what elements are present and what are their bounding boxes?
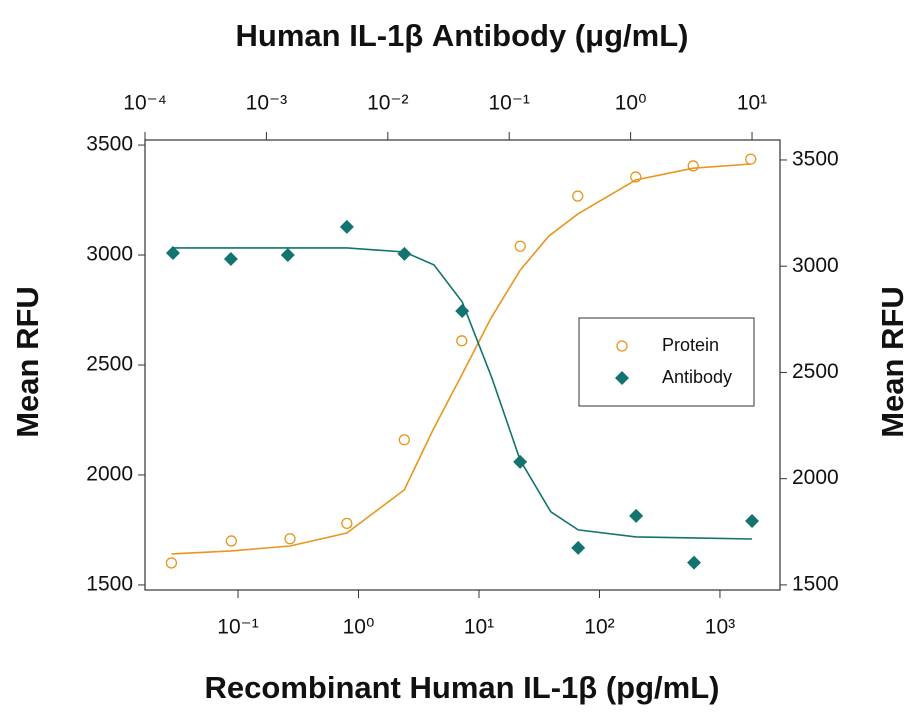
y-tick-label: 3500: [86, 133, 133, 156]
fit-curve: [173, 247, 753, 540]
x2-tick-label: 10⁻³: [246, 92, 287, 115]
legend-marker: [616, 340, 628, 352]
data-point: [687, 160, 699, 172]
y2-tick-label: 1500: [792, 572, 839, 595]
legend-box: [578, 317, 755, 407]
x-tick-label: 10²: [584, 616, 614, 639]
y-tick-label: 1500: [86, 572, 133, 595]
data-point: [165, 557, 178, 569]
right-axis-title: Mean RFU: [875, 286, 910, 438]
data-point: [398, 434, 410, 446]
data-point: [630, 171, 642, 183]
data-point: [572, 190, 584, 202]
data-point: [165, 246, 180, 261]
data-point: [745, 153, 757, 165]
y2-tick-label: 2000: [792, 466, 839, 489]
data-point: [513, 454, 528, 469]
legend-label: Antibody: [662, 367, 732, 387]
data-point: [284, 533, 296, 545]
left-axis-title: Mean RFU: [10, 286, 45, 438]
legend-marker: [615, 371, 629, 385]
data-point: [339, 219, 354, 234]
y-tick-label: 2500: [86, 353, 133, 376]
x-tick-label: 10¹: [464, 616, 494, 639]
data-point: [223, 251, 238, 266]
x2-tick-label: 10⁻¹: [488, 92, 529, 115]
x2-tick-label: 10⁰: [615, 92, 647, 115]
data-point: [225, 535, 237, 547]
x-tick-label: 10⁻¹: [217, 616, 258, 639]
legend-label: Protein: [662, 335, 719, 355]
data-point: [455, 304, 470, 319]
data-point: [514, 240, 526, 252]
data-point: [745, 513, 760, 528]
x2-tick-label: 10⁻²: [367, 92, 408, 115]
data-point: [687, 555, 702, 570]
data-point: [456, 335, 468, 347]
y-tick-label: 3000: [86, 243, 133, 266]
y-tick-label: 2000: [86, 463, 133, 486]
bottom-axis-title: Recombinant Human IL-1β (pg/mL): [205, 670, 720, 705]
y2-tick-label: 3500: [792, 148, 839, 171]
top-axis-title: Human IL-1β Antibody (μg/mL): [236, 18, 689, 53]
x2-tick-label: 10¹: [737, 92, 767, 115]
data-point: [280, 247, 295, 262]
x2-tick-label: 10⁻⁴: [123, 92, 166, 115]
y2-tick-label: 3000: [792, 254, 839, 277]
x-tick-label: 10³: [705, 616, 735, 639]
fit-curve: [171, 163, 751, 555]
data-point: [341, 517, 353, 530]
x-tick-label: 10⁰: [343, 616, 375, 639]
data-point: [629, 508, 644, 523]
y2-tick-label: 2500: [792, 360, 839, 383]
data-point: [571, 540, 586, 555]
data-point: [397, 246, 412, 261]
